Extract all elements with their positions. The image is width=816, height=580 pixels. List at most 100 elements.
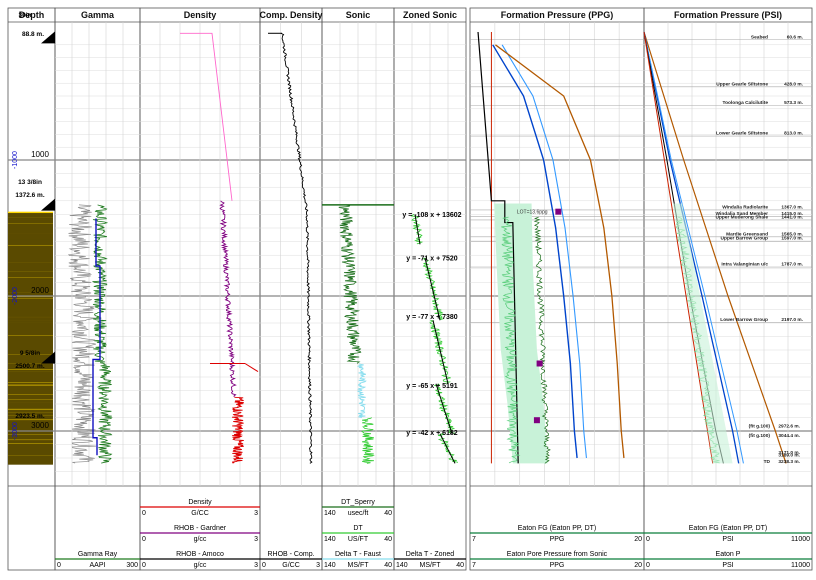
lithology-shale-band — [8, 442, 53, 444]
lithology-shale-band — [8, 351, 53, 355]
track-frame-5 — [393, 7, 467, 571]
zone-equation-1: y = -71 x + 7520 — [406, 256, 457, 263]
formation-top-depth-4: 1367.0 m. — [781, 204, 803, 210]
lithology-shale-band — [8, 445, 53, 448]
density-top-curve — [180, 32, 233, 201]
lithology-shale-band — [8, 405, 53, 407]
lithology-shale-band — [8, 439, 53, 441]
formation-top-depth-0: 60.6 m. — [787, 34, 803, 40]
formation-top-name-9: Intra Valanginian u/c — [721, 262, 768, 268]
lithology-shale-band — [8, 219, 53, 222]
lithology-shale-band — [8, 344, 53, 347]
legend-min-ppg-pp: 7 — [472, 562, 476, 569]
zone-equation-2: y = -77 x + 7380 — [406, 314, 457, 321]
casing-label-1: 88.8 m. — [22, 31, 44, 38]
lithology-shale-band — [8, 384, 53, 386]
lot-marker-2 — [536, 360, 543, 367]
depth-rotated-label: -2000 — [12, 287, 19, 305]
formation-top-depth-3: 813.0 m. — [784, 131, 803, 137]
lithology-shale-band — [8, 281, 53, 285]
lithology-shale-band — [8, 275, 53, 278]
formation-top-name-5: Windalia Sand Member — [716, 211, 769, 217]
formation-top-name-3: Lower Gearle Siltstone — [716, 131, 768, 137]
lithology-shale-band — [8, 319, 53, 321]
lithology-shale-band — [8, 242, 53, 245]
formation-top-name-8: Upper Barrow Group — [721, 236, 769, 242]
zoned-trend-line-4 — [439, 433, 456, 464]
lithology-shale-band — [8, 452, 53, 455]
lithology-shale-band — [8, 382, 53, 385]
formation-top-name-10: Lower Barrow Group — [720, 317, 768, 323]
lithology-shale-band — [8, 330, 53, 334]
track-header-3: Comp. Density — [259, 10, 322, 20]
lithology-shale-band — [8, 226, 53, 229]
lithology-shale-band — [8, 377, 53, 379]
legend-min-zoned: 140 — [396, 562, 408, 569]
lithology-shale-band — [8, 338, 53, 341]
legend-max-sperry: 40 — [384, 510, 392, 517]
lithology-shale-band — [8, 232, 53, 234]
lithology-shale-band — [8, 348, 53, 351]
lithology-shale-band — [8, 437, 53, 440]
lithology-shale-band — [8, 369, 53, 372]
lithology-shale-band — [8, 217, 53, 220]
lithology-shale-band — [8, 339, 53, 343]
casing-label-3: 1372.6 m. — [15, 192, 44, 199]
depth-tick-label: 1000 — [31, 150, 49, 159]
lithology-shale-band — [8, 239, 53, 243]
legend-unit-faust: MS/FT — [348, 562, 370, 569]
legend-unit-dt: US/FT — [348, 536, 369, 543]
bottom-label-5: 3189.0 m. — [778, 453, 800, 459]
lithology-shale-band — [8, 286, 53, 289]
depth-rotated-label: -3000 — [12, 422, 19, 440]
lithology-shale-band — [8, 368, 53, 370]
zone-equation-3: y = -65 x + 5191 — [406, 383, 457, 390]
lithology-shale-band — [8, 400, 53, 403]
shoe-13-3-8in-marker — [41, 198, 55, 211]
legend-min-faust: 140 — [324, 562, 336, 569]
fracture-gradient-curve — [492, 44, 578, 459]
legend-unit-density: G/CC — [191, 510, 209, 517]
lithology-column — [8, 31, 55, 465]
legend-name-zoned: Delta T - Zoned — [406, 551, 454, 558]
legend-name-faust: Delta T - Faust — [335, 551, 381, 558]
lithology-shale-band — [8, 408, 53, 410]
casing-label-5: 2500.7 m. — [15, 363, 44, 370]
lithology-shale-band — [8, 433, 53, 435]
formation-top-name-7: Mardie Greensand — [726, 231, 768, 237]
formation-top-name-1: Upper Gearle Siltstone — [716, 81, 768, 87]
lithology-shale-band — [8, 266, 53, 270]
lithology-shale-band — [8, 298, 53, 301]
lithology-shale-band — [8, 235, 53, 238]
bottom-label-0: (fit g.100) — [749, 423, 771, 429]
lithology-shale-band — [8, 244, 53, 246]
depth-tick-label: 2000 — [31, 286, 49, 295]
zone-equation-0: y = -108 x + 13602 — [402, 212, 461, 219]
grid-lines — [8, 22, 812, 486]
formation-top-depth-8: 1597.0 m. — [781, 236, 803, 242]
sonic-cyan-curve — [356, 363, 367, 418]
formation-top-name-2: Toolonga Calcilutite — [723, 100, 769, 106]
lithology-shale-band — [8, 412, 53, 415]
formation-top-depth-6: 1441.0 m. — [781, 214, 803, 220]
zoned-sonic-curve-0 — [410, 214, 424, 245]
legend-name-amoco: RHOB - Amoco — [176, 551, 224, 558]
legend-unit-psi-fg: PSI — [722, 536, 733, 543]
psi-hydrostatic-curve — [643, 31, 714, 464]
legend-max-amoco: 3 — [254, 562, 258, 569]
lithology-shale-band — [8, 313, 53, 316]
depth-tick-label: 3000 — [31, 421, 49, 430]
chart-frame — [7, 7, 813, 571]
legend-name-gardner: RHOB - Gardner — [174, 525, 227, 532]
lithology-shale-band — [8, 451, 53, 454]
legend-unit-gamma: AAPI — [90, 562, 106, 569]
bottom-label-4: 3171.0 m. — [778, 450, 800, 456]
legend-unit-sperry: usec/ft — [348, 510, 369, 517]
shoe-30in-marker — [41, 31, 55, 44]
legend-unit-ppg-fg: PPG — [550, 536, 565, 543]
casing-label-0: 30in — [18, 12, 31, 19]
legend-min-density: 0 — [142, 510, 146, 517]
zoned-sonic-curve-1 — [422, 257, 445, 321]
overburden-curve — [495, 44, 625, 459]
zoned-sonic-curve-2 — [429, 319, 452, 384]
